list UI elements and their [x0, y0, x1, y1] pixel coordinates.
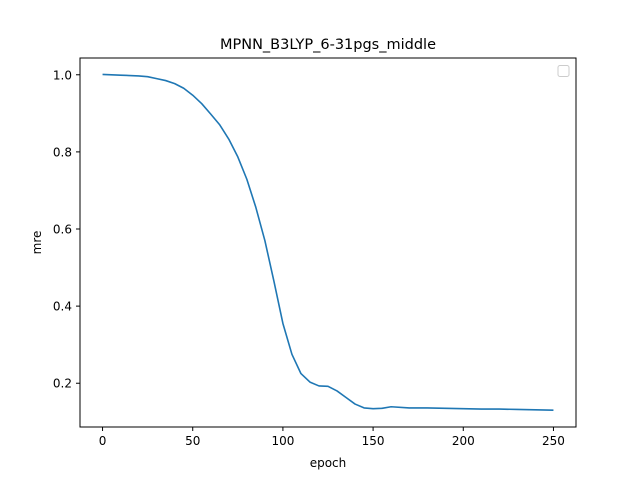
x-tick-label: 150 — [362, 434, 385, 448]
axes-frame — [79, 57, 577, 428]
x-axis: 0 50 100 150 200 250 — [99, 427, 565, 448]
x-tick-label: 0 — [99, 434, 107, 448]
series-line-mre — [102, 73, 554, 412]
x-axis-label: epoch — [310, 456, 347, 470]
x-tick-label: 200 — [452, 434, 475, 448]
x-tick-label: 50 — [185, 434, 200, 448]
legend-box — [557, 65, 570, 77]
plot-area — [102, 73, 554, 412]
x-tick-label: 250 — [542, 434, 565, 448]
y-tick-label: 0.2 — [53, 377, 72, 391]
chart-title: MPNN_B3LYP_6-31pgs_middle — [220, 37, 436, 53]
y-axis-label: mre — [30, 231, 44, 255]
y-tick-label: 1.0 — [53, 68, 72, 82]
y-tick-label: 0.4 — [53, 300, 72, 314]
y-tick-label: 0.8 — [53, 145, 72, 159]
y-tick-label: 0.6 — [53, 223, 72, 237]
y-axis: 0.2 0.4 0.6 0.8 1.0 — [53, 68, 80, 391]
x-tick-label: 100 — [271, 434, 294, 448]
